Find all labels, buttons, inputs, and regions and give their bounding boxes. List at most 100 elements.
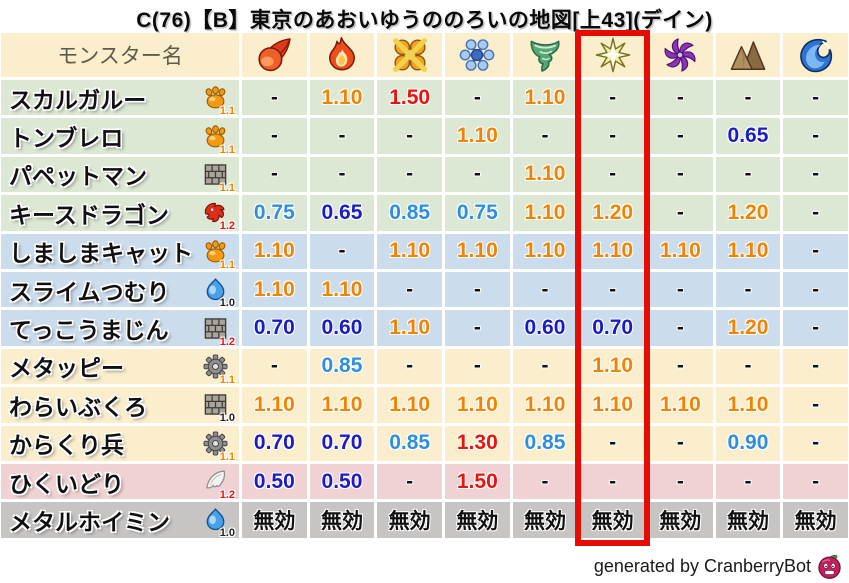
value-cell: 1.20 — [715, 310, 781, 346]
monster-name-cell: スカルガルー 1.1 — [1, 80, 239, 117]
value-cell: 1.10 — [309, 80, 375, 116]
value-cell: 0.90 — [715, 425, 781, 461]
value-cell: 0.70 — [242, 425, 307, 461]
value-cell: 0.70 — [242, 310, 307, 346]
type-multiplier: 1.2 — [219, 220, 235, 233]
value-cell: 1.10 — [242, 387, 307, 423]
value-cell: - — [783, 118, 848, 154]
value-cell: - — [377, 118, 442, 154]
value-cell: - — [377, 271, 442, 308]
value-cell: - — [783, 80, 848, 116]
monster-name: キースドラゴン — [9, 201, 169, 228]
value-cell: - — [783, 463, 848, 500]
value-cell: - — [783, 195, 848, 231]
value-cell: - — [647, 425, 713, 461]
monster-name-cell: からくり兵 1.1 — [1, 425, 239, 463]
value-cell: 無効 — [444, 502, 510, 538]
weakness-table: モンスター名 スカルガルー 1.1-1.10 1.50-1.10- - - - トンブレロ 1.… — [1, 33, 848, 539]
value-cell: - — [783, 271, 848, 308]
value-cell: 0.60 — [512, 310, 578, 346]
value-cell: 1.10 — [647, 387, 713, 423]
value-cell: 0.85 — [377, 195, 442, 231]
value-cell: - — [715, 156, 781, 193]
value-cell: - — [444, 156, 510, 193]
value-cell: 1.10 — [715, 387, 781, 423]
value-cell: 1.20 — [580, 195, 645, 231]
value-cell: 0.70 — [580, 310, 645, 346]
value-cell: 0.75 — [242, 195, 307, 231]
type-multiplier: 1.1 — [219, 373, 235, 386]
value-cell: 1.10 — [580, 387, 645, 423]
wave-icon — [797, 36, 835, 74]
monster-name-cell: メタッピー 1.1 — [1, 348, 239, 386]
monster-name-cell: ひくいどり 1.2 — [1, 463, 239, 501]
value-cell: - — [512, 271, 578, 308]
value-cell: 1.10 — [377, 233, 442, 269]
value-cell: 無効 — [580, 502, 645, 538]
slime-icon: 1.0 — [202, 276, 235, 309]
footer-credit: generated by CranberryBot — [594, 553, 843, 580]
value-cell: 0.85 — [309, 348, 375, 385]
snowflake-icon — [458, 36, 496, 74]
value-cell: - — [512, 348, 578, 385]
value-cell: 1.50 — [444, 463, 510, 500]
value-cell: - — [444, 348, 510, 385]
value-cell: - — [444, 80, 510, 116]
monster-name: スカルガルー — [9, 86, 147, 113]
brick-icon: 1.2 — [202, 315, 235, 348]
value-cell: - — [242, 156, 307, 193]
value-cell: - — [783, 310, 848, 346]
paw-icon: 1.1 — [202, 123, 235, 156]
value-cell: 1.20 — [715, 195, 781, 231]
value-cell: - — [647, 271, 713, 308]
column-header-element — [444, 33, 510, 77]
monster-name: からくり兵 — [9, 432, 124, 459]
value-cell: 1.10 — [512, 195, 578, 231]
value-cell: - — [580, 156, 645, 193]
value-cell: - — [309, 156, 375, 193]
value-cell: - — [715, 348, 781, 385]
value-cell: 無効 — [242, 502, 307, 538]
value-cell: - — [377, 348, 442, 385]
value-cell: 1.10 — [444, 233, 510, 269]
value-cell: - — [647, 80, 713, 116]
value-cell: - — [580, 80, 645, 116]
value-cell: - — [715, 80, 781, 116]
brick-icon: 1.1 — [202, 161, 235, 194]
value-cell: 1.10 — [580, 348, 645, 385]
monster-name: メタッピー — [9, 355, 124, 382]
column-header-element — [647, 33, 713, 77]
value-cell: - — [242, 80, 307, 116]
type-multiplier: 1.1 — [219, 450, 235, 463]
type-multiplier: 1.1 — [219, 105, 235, 118]
column-header-element — [242, 33, 307, 77]
value-cell: 1.10 — [512, 156, 578, 193]
monster-name-cell: スライムつむり 1.0 — [1, 271, 239, 309]
value-cell: 1.10 — [647, 233, 713, 269]
gear-icon: 1.1 — [202, 353, 235, 386]
value-cell: 1.10 — [512, 80, 578, 116]
explosion-icon — [391, 36, 429, 74]
value-cell: 無効 — [783, 502, 848, 538]
type-multiplier: 1.1 — [219, 143, 235, 156]
value-cell: - — [512, 118, 578, 154]
value-cell: 0.50 — [242, 463, 307, 500]
value-cell: 1.50 — [377, 80, 442, 116]
paw-icon: 1.1 — [202, 84, 235, 117]
column-header-element — [377, 33, 442, 77]
monster-name: ひくいどり — [9, 470, 124, 497]
monster-name-cell: トンブレロ 1.1 — [1, 118, 239, 156]
flame-icon — [323, 36, 361, 74]
monster-name-cell: てっこうまじん 1.2 — [1, 310, 239, 348]
value-cell: - — [309, 233, 375, 269]
value-cell: 0.70 — [309, 425, 375, 461]
value-cell: 0.85 — [377, 425, 442, 461]
monster-name-cell: わらいぶくろ 1.0 — [1, 387, 239, 424]
value-cell: 1.10 — [444, 387, 510, 423]
value-cell: - — [242, 348, 307, 385]
fireball-icon — [255, 36, 293, 74]
value-cell: 無効 — [377, 502, 442, 538]
cranberry-icon — [816, 553, 843, 580]
value-cell: 0.60 — [309, 310, 375, 346]
